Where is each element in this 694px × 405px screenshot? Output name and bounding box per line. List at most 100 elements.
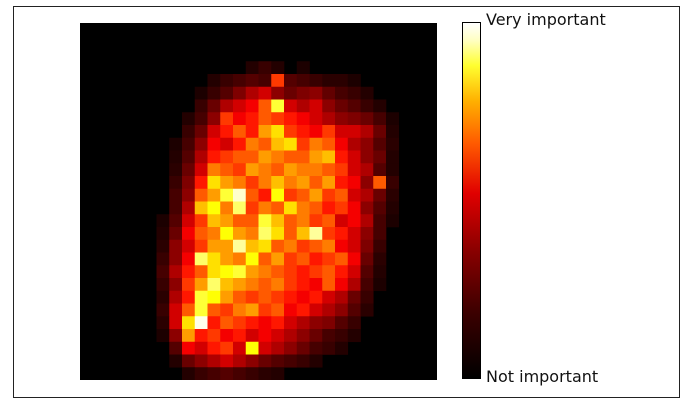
heatmap-cell <box>156 278 170 292</box>
heatmap-cell <box>309 265 323 279</box>
heatmap-cell <box>373 163 387 177</box>
heatmap-cell <box>182 252 196 266</box>
heatmap-cell <box>309 112 323 126</box>
heatmap-cell <box>322 112 336 126</box>
heatmap-cell <box>271 278 285 292</box>
heatmap-cell <box>182 125 196 139</box>
heatmap-cell <box>296 99 310 113</box>
heatmap-cell <box>322 239 336 253</box>
heatmap-cell <box>233 99 247 113</box>
heatmap-cell <box>335 227 349 241</box>
heatmap-cell <box>182 316 196 330</box>
heatmap-cell <box>245 214 259 228</box>
heatmap-cell <box>245 252 259 266</box>
heatmap-cell <box>207 112 221 126</box>
heatmap-cell <box>156 265 170 279</box>
heatmap-cell <box>347 150 361 164</box>
heatmap-cell <box>386 150 400 164</box>
heatmap-cell <box>169 137 183 151</box>
heatmap-cell <box>245 125 259 139</box>
heatmap-cell <box>335 265 349 279</box>
heatmap-cell <box>220 214 234 228</box>
heatmap-cell <box>207 354 221 368</box>
heatmap-cell <box>284 265 298 279</box>
heatmap-cell <box>245 112 259 126</box>
heatmap-cell <box>169 214 183 228</box>
heatmap-cell <box>284 290 298 304</box>
heatmap-cell <box>194 125 208 139</box>
heatmap-cell <box>296 201 310 215</box>
heatmap-cell <box>258 303 272 317</box>
heatmap-cell <box>284 176 298 190</box>
heatmap-cell <box>220 290 234 304</box>
heatmap-cell <box>245 150 259 164</box>
heatmap-cell <box>245 341 259 355</box>
heatmap-cell <box>194 239 208 253</box>
heatmap-cell <box>207 201 221 215</box>
heatmap-cell <box>245 201 259 215</box>
heatmap-cell <box>233 74 247 88</box>
heatmap-cell <box>182 290 196 304</box>
heatmap-cell <box>386 176 400 190</box>
heatmap-cell <box>220 227 234 241</box>
heatmap-cell <box>335 150 349 164</box>
heatmap-cell <box>194 112 208 126</box>
heatmap-cell <box>360 137 374 151</box>
heatmap-cell <box>207 227 221 241</box>
heatmap-cell <box>373 188 387 202</box>
heatmap-cell <box>284 227 298 241</box>
heatmap-cell <box>360 227 374 241</box>
heatmap-cell <box>373 252 387 266</box>
heatmap-cell <box>233 112 247 126</box>
heatmap-cell <box>194 214 208 228</box>
heatmap-cell <box>169 201 183 215</box>
heatmap-cell <box>386 163 400 177</box>
heatmap-cell <box>360 239 374 253</box>
heatmap-cell <box>271 150 285 164</box>
heatmap-cell <box>194 163 208 177</box>
heatmap-cell <box>245 329 259 343</box>
heatmap-cell <box>309 239 323 253</box>
heatmap-cell <box>347 163 361 177</box>
heatmap-cell <box>220 176 234 190</box>
heatmap-cell <box>322 74 336 88</box>
heatmap-cell <box>258 150 272 164</box>
heatmap-cell <box>182 137 196 151</box>
heatmap-cell <box>284 278 298 292</box>
heatmap-cell <box>233 188 247 202</box>
heatmap-cell <box>258 125 272 139</box>
heatmap-cell <box>207 150 221 164</box>
heatmap-cell <box>220 265 234 279</box>
heatmap-cell <box>245 74 259 88</box>
heatmap-cell <box>245 86 259 100</box>
heatmap-cell <box>233 150 247 164</box>
heatmap-cell <box>233 290 247 304</box>
heatmap-cell <box>335 163 349 177</box>
heatmap-cell <box>347 278 361 292</box>
heatmap-cell <box>233 354 247 368</box>
heatmap-cell <box>194 176 208 190</box>
heatmap-cell <box>220 201 234 215</box>
heatmap-cell <box>258 367 272 380</box>
heatmap-cell <box>271 99 285 113</box>
heatmap-cell <box>309 163 323 177</box>
heatmap-cell <box>347 329 361 343</box>
heatmap-cell <box>182 188 196 202</box>
heatmap-cell <box>182 214 196 228</box>
heatmap-cell <box>335 137 349 151</box>
heatmap-cell <box>258 137 272 151</box>
heatmap-cell <box>207 188 221 202</box>
heatmap-cell <box>271 367 285 380</box>
heatmap-cell <box>271 163 285 177</box>
heatmap-cell <box>347 265 361 279</box>
heatmap-cell <box>322 137 336 151</box>
heatmap-cell <box>284 86 298 100</box>
heatmap-cell <box>258 341 272 355</box>
heatmap-cell <box>322 176 336 190</box>
heatmap-cell <box>169 316 183 330</box>
heatmap-cell <box>220 252 234 266</box>
heatmap-cell <box>360 163 374 177</box>
heatmap-cell <box>245 354 259 368</box>
heatmap-cell <box>296 278 310 292</box>
heatmap-cell <box>233 227 247 241</box>
